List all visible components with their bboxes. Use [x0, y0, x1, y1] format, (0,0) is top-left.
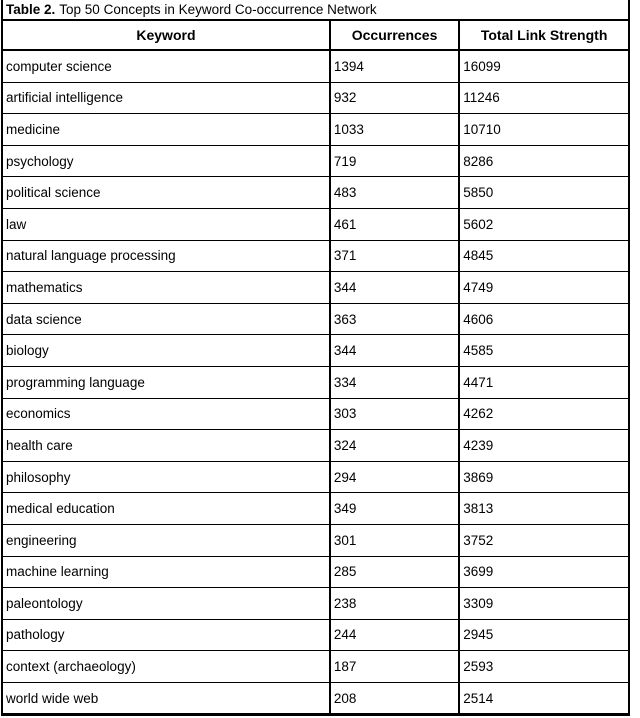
table-row: pathology 244 2945: [3, 618, 628, 651]
total-link-strength-cell: 3869: [458, 460, 628, 493]
table-row: philosophy 294 3869: [3, 460, 628, 493]
table-row: biology 344 4585: [3, 334, 628, 367]
keyword-cell: programming language: [3, 365, 330, 399]
total-link-strength-cell: 4585: [458, 334, 628, 367]
total-link-strength-cell: 5602: [458, 207, 628, 241]
total-link-strength-cell: 2945: [458, 618, 628, 651]
total-link-strength-cell: 3813: [458, 492, 628, 525]
column-header-occurrences: Occurrences: [328, 21, 460, 51]
column-header-keyword: Keyword: [3, 21, 330, 51]
keyword-cell: artificial intelligence: [3, 81, 330, 114]
total-link-strength-cell: 2514: [458, 681, 628, 714]
keyword-cell: paleontology: [3, 587, 330, 620]
keyword-cell: biology: [3, 334, 330, 367]
keyword-cell: medicine: [3, 113, 330, 146]
total-link-strength-cell: 4845: [458, 239, 628, 272]
table-row: medical education 349 3813: [3, 492, 628, 525]
keyword-cell: context (archaeology): [3, 650, 330, 683]
total-link-strength-cell: 5850: [458, 176, 628, 209]
occurrences-cell: 301: [328, 523, 460, 556]
table-row: medicine 1033 10710: [3, 113, 628, 146]
occurrences-cell: 344: [328, 334, 460, 367]
occurrences-cell: 461: [328, 207, 460, 241]
table-header: Keyword Occurrences Total Link Strength: [3, 21, 628, 51]
occurrences-cell: 719: [328, 144, 460, 177]
keyword-cell: health care: [3, 429, 330, 462]
occurrences-cell: 244: [328, 618, 460, 651]
occurrences-cell: 1033: [328, 113, 460, 146]
occurrences-cell: 349: [328, 492, 460, 525]
total-link-strength-cell: 16099: [458, 49, 628, 83]
keyword-cell: philosophy: [3, 460, 330, 493]
keyword-cell: engineering: [3, 523, 330, 556]
total-link-strength-cell: 4471: [458, 365, 628, 399]
keyword-cooccurrence-table: Keyword Occurrences Total Link Strength …: [3, 21, 628, 714]
occurrences-cell: 1394: [328, 49, 460, 83]
table-row: psychology 719 8286: [3, 144, 628, 177]
occurrences-cell: 238: [328, 587, 460, 620]
table-row: paleontology 238 3309: [3, 587, 628, 620]
total-link-strength-cell: 3752: [458, 523, 628, 556]
keyword-cell: economics: [3, 397, 330, 430]
occurrences-cell: 363: [328, 302, 460, 335]
caption-label: Table 2.: [6, 2, 56, 17]
table-row: natural language processing 371 4845: [3, 239, 628, 272]
total-link-strength-cell: 4239: [458, 429, 628, 462]
total-link-strength-cell: 2593: [458, 650, 628, 683]
occurrences-cell: 294: [328, 460, 460, 493]
total-link-strength-cell: 4262: [458, 397, 628, 430]
table-row: data science 363 4606: [3, 302, 628, 335]
table-row: programming language 334 4471: [3, 365, 628, 399]
table-row: machine learning 285 3699: [3, 555, 628, 588]
table-row: law 461 5602: [3, 207, 628, 241]
keyword-cell: pathology: [3, 618, 330, 651]
occurrences-cell: 371: [328, 239, 460, 272]
keyword-cell: machine learning: [3, 555, 330, 588]
occurrences-cell: 932: [328, 81, 460, 114]
header-row: Keyword Occurrences Total Link Strength: [3, 21, 628, 51]
table-row: engineering 301 3752: [3, 523, 628, 556]
keyword-cell: data science: [3, 302, 330, 335]
keyword-cell: psychology: [3, 144, 330, 177]
table-row: computer science 1394 16099: [3, 49, 628, 83]
occurrences-cell: 334: [328, 365, 460, 399]
table-row: mathematics 344 4749: [3, 271, 628, 304]
total-link-strength-cell: 10710: [458, 113, 628, 146]
total-link-strength-cell: 3699: [458, 555, 628, 588]
keyword-cell: computer science: [3, 49, 330, 83]
total-link-strength-cell: 4749: [458, 271, 628, 304]
keyword-cell: world wide web: [3, 681, 330, 714]
table-row: political science 483 5850: [3, 176, 628, 209]
table-row: artificial intelligence 932 11246: [3, 81, 628, 114]
keyword-cell: political science: [3, 176, 330, 209]
keyword-cell: law: [3, 207, 330, 241]
table-row: health care 324 4239: [3, 429, 628, 462]
keyword-cell: natural language processing: [3, 239, 330, 272]
table-caption: Table 2. Top 50 Concepts in Keyword Co-oc…: [3, 0, 628, 21]
keyword-cell: mathematics: [3, 271, 330, 304]
total-link-strength-cell: 11246: [458, 81, 628, 114]
total-link-strength-cell: 3309: [458, 587, 628, 620]
table-body: computer science 1394 16099 artificial i…: [3, 49, 628, 714]
table-row: world wide web 208 2514: [3, 681, 628, 714]
table-row: economics 303 4262: [3, 397, 628, 430]
occurrences-cell: 285: [328, 555, 460, 588]
total-link-strength-cell: 4606: [458, 302, 628, 335]
occurrences-cell: 187: [328, 650, 460, 683]
occurrences-cell: 344: [328, 271, 460, 304]
occurrences-cell: 303: [328, 397, 460, 430]
occurrences-cell: 208: [328, 681, 460, 714]
occurrences-cell: 483: [328, 176, 460, 209]
table-row: context (archaeology) 187 2593: [3, 650, 628, 683]
occurrences-cell: 324: [328, 429, 460, 462]
total-link-strength-cell: 8286: [458, 144, 628, 177]
keyword-cell: medical education: [3, 492, 330, 525]
column-header-total-link-strength: Total Link Strength: [458, 21, 628, 51]
caption-text: Top 50 Concepts in Keyword Co-occurrence…: [59, 2, 377, 17]
